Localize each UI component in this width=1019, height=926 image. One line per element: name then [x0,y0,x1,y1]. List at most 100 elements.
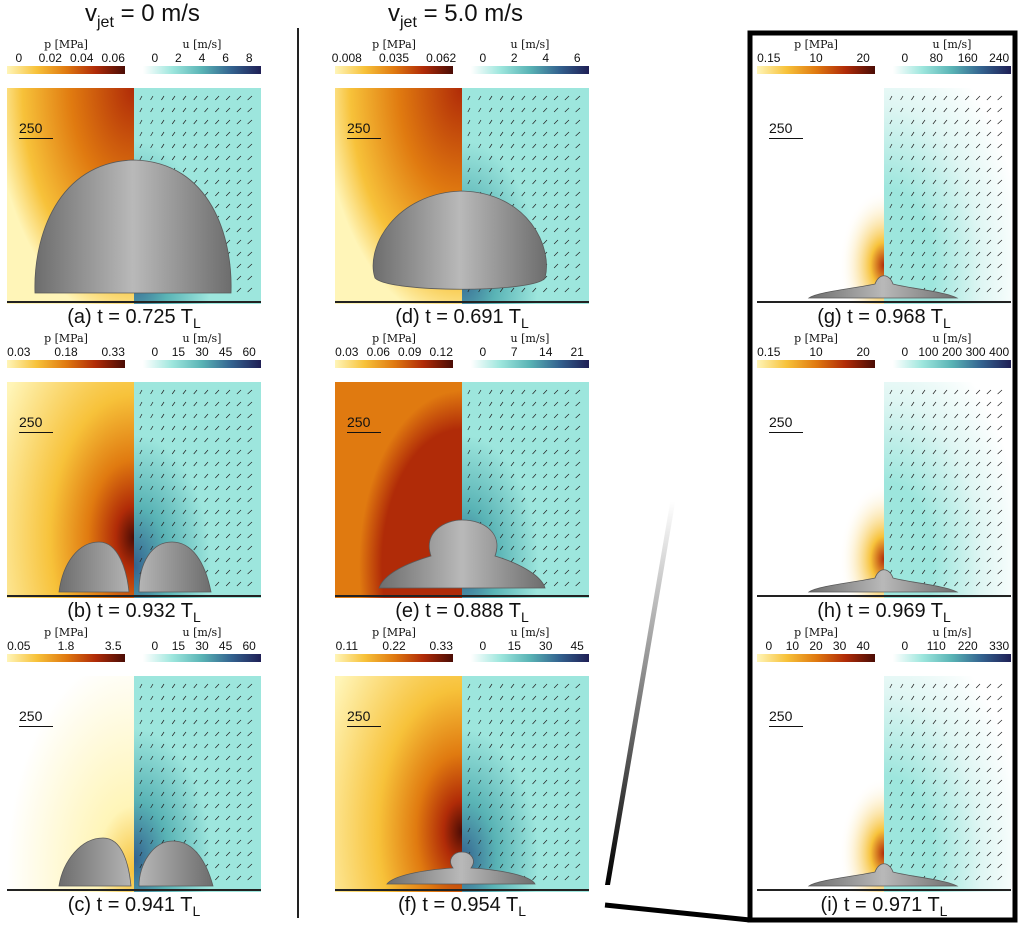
caption-text: (g) t = 0.968 T [817,306,943,328]
velocity-colorbar: u [m/s] 0 2 4 6 8 [143,38,261,90]
bubble [807,275,959,299]
scale-bar: 250 [769,708,803,727]
colorbar-tick-label: 20 [856,51,870,65]
header-symbol: v [85,0,97,27]
colorbar-tick-label: 30 [539,639,553,653]
colorbar-tick-label: 0.008 [331,51,362,65]
colorbar-tick-label: 45 [570,639,584,653]
velocity-field [884,88,1011,304]
scale-line [347,432,381,433]
colorbar-tick-label: 60 [242,639,256,653]
velocity-colorbar: u [m/s] 0 2 4 6 [471,38,589,90]
velocity-colorbar: u [m/s] 0 100 200 300 400 [893,332,1011,384]
velocity-colorbar: u [m/s] 0 15 30 45 60 [143,626,261,678]
panel-h: p [MPa] 0.15 10 20 u [m/s] 0 100 200 300 400 250 (h… [757,332,1011,630]
caption-subscript: L [518,903,527,919]
colorbar-title: p [MPa] [44,332,88,345]
colorbar-gradient [757,66,875,74]
panel-caption: (f) t = 0.954 TL [335,894,589,919]
colorbar-tick-label: 20 [856,345,870,359]
colorbar-gradient [143,66,261,74]
colorbar-title: p [MPa] [372,332,416,345]
column-divider [297,28,299,918]
colorbar-tick-label: 330 [989,639,1010,653]
scale-bar: 250 [769,414,803,433]
colorbar-tick-label: 6 [573,51,581,65]
bubble [807,863,959,887]
panel-a: p [MPa] 0 0.02 0.04 0.06 u [m/s] 0 2 4 6 8 250 (a) t… [7,38,261,336]
colorbar-gradient [757,360,875,368]
panel-caption: (g) t = 0.968 TL [757,306,1011,331]
colorbar-tick-label: 200 [941,345,963,359]
colorbar-tick-label: 45 [218,639,233,653]
colorbar-title: u [m/s] [932,38,972,51]
scale-line [19,138,53,139]
bubble [34,159,232,294]
caption-text: (b) t = 0.932 T [67,600,193,622]
colorbar-title: u [m/s] [510,626,550,639]
caption-subscript: L [939,903,948,919]
colorbar-tick-label: 3.5 [104,639,122,653]
scale-bar: 250 [347,120,381,139]
colorbar-tick-label: 1.8 [57,639,75,653]
pressure-field [335,676,462,892]
caption-text: (h) t = 0.969 T [817,600,943,622]
panel-caption: (a) t = 0.725 TL [7,306,261,331]
colorbar-tick-label: 21 [570,345,584,359]
panel-caption: (c) t = 0.941 TL [7,894,261,919]
colorbar-tick-label: 80 [929,51,943,65]
colorbar-tick-label: 400 [989,345,1010,359]
colorbar-tick-label: 6 [222,51,229,65]
velocity-field [884,676,1011,892]
colorbar-tick-label: 0 [479,639,487,653]
panel-caption: (b) t = 0.932 TL [7,600,261,625]
colorbar-gradient [471,66,589,74]
scale-line [769,138,803,139]
simulation-plot [335,88,589,304]
panel-g: p [MPa] 0.15 10 20 u [m/s] 0 80 160 240 250 (g) t … [757,38,1011,336]
colorbar-tick-label: 160 [957,51,978,65]
pressure-colorbar: p [MPa] 0.15 10 20 [757,38,875,90]
colorbar-tick-label: 4 [198,51,206,65]
colorbar-gradient [143,360,261,368]
colorbar-tick-label: 0.33 [101,345,125,359]
colorbar-tick-label: 0.18 [54,345,78,359]
colorbar-tick-label: 0.06 [101,51,125,65]
colorbar-title: p [MPa] [794,332,838,345]
colorbar-tick-label: 220 [957,639,978,653]
column-header-left: vjet = 0 m/s [85,0,200,32]
colorbar-title: p [MPa] [372,38,416,51]
colorbar-gradient [471,360,589,368]
pressure-colorbar: p [MPa] 0.05 1.8 3.5 [7,626,125,678]
scale-label: 250 [19,120,43,136]
scale-bar: 250 [347,708,381,727]
velocity-colorbar: u [m/s] 0 15 30 45 60 [143,332,261,384]
colorbar-tick-label: 0 [479,51,487,65]
header-subscript: jet [97,13,114,31]
velocity-colorbar: u [m/s] 0 80 160 240 [893,38,1011,90]
velocity-colorbar: u [m/s] 0 15 30 45 [471,626,589,678]
pressure-colorbar: p [MPa] 0 0.02 0.04 0.06 [7,38,125,90]
panel-caption: (d) t = 0.691 TL [335,306,589,331]
scale-label: 250 [347,708,371,724]
velocity-colorbar: u [m/s] 0 7 14 21 [471,332,589,384]
colorbar-tick-label: 300 [965,345,986,359]
colorbar-tick-label: 15 [507,639,521,653]
colorbar-tick-label: 14 [539,345,553,359]
pressure-colorbar: p [MPa] 0.11 0.22 0.33 [335,626,453,678]
panel-b: p [MPa] 0.03 0.18 0.33 u [m/s] 0 15 30 45 60 250 (b… [7,332,261,630]
scale-line [19,432,53,433]
simulation-plot [757,88,1011,304]
scale-line [769,432,803,433]
colorbar-title: u [m/s] [510,332,550,345]
colorbar-gradient [7,654,125,662]
scale-label: 250 [19,414,43,430]
simulation-plot [757,382,1011,598]
caption-subscript: L [521,315,529,331]
velocity-field [462,676,589,892]
scale-bar: 250 [19,120,53,139]
header-symbol: v [388,0,400,27]
colorbar-tick-label: 0.05 [7,639,31,653]
header-subscript: jet [400,13,417,31]
colorbar-tick-label: 0.02 [38,51,62,65]
